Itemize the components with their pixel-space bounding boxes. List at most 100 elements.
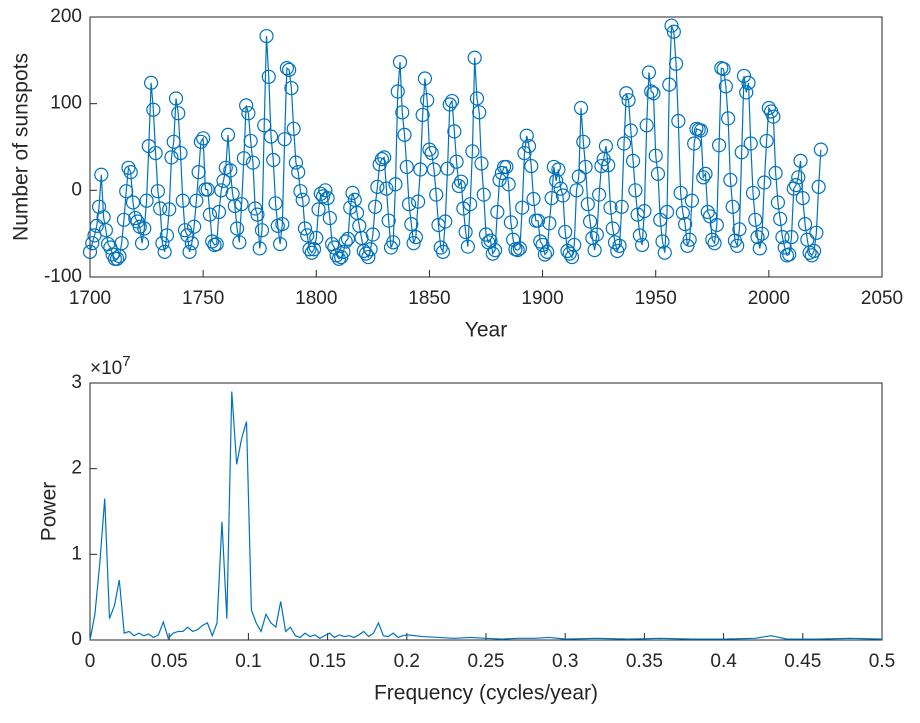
data-marker	[485, 246, 500, 261]
data-marker	[146, 102, 161, 117]
data-marker	[632, 228, 647, 243]
data-marker	[435, 244, 451, 259]
data-marker	[401, 197, 417, 212]
data-marker	[732, 222, 747, 237]
data-marker	[241, 106, 256, 121]
data-marker	[680, 238, 695, 253]
data-marker	[718, 79, 733, 94]
data-marker	[442, 97, 457, 112]
data-marker	[404, 217, 419, 232]
data-marker	[447, 124, 462, 139]
data-marker	[750, 230, 765, 245]
data-marker	[300, 228, 315, 243]
y-tick-label: 100	[50, 93, 82, 114]
data-marker	[313, 186, 328, 201]
data-marker	[736, 68, 752, 84]
data-marker	[707, 236, 722, 251]
data-marker	[444, 93, 460, 109]
data-marker	[748, 212, 763, 227]
data-marker	[392, 54, 408, 70]
data-marker	[128, 210, 143, 226]
data-marker	[331, 251, 347, 266]
data-marker	[578, 159, 593, 175]
data-marker	[813, 142, 829, 157]
data-marker	[487, 243, 503, 258]
data-marker	[408, 230, 423, 245]
data-marker	[297, 221, 313, 236]
data-marker	[524, 158, 539, 174]
data-marker	[250, 207, 265, 222]
data-marker	[171, 106, 186, 121]
data-marker	[678, 217, 693, 232]
data-marker	[605, 221, 620, 236]
y-tick-label: 0	[71, 629, 82, 650]
data-marker	[521, 139, 537, 154]
data-marker	[650, 166, 666, 181]
x-tick-label: 1750	[182, 288, 224, 309]
data-marker	[420, 93, 435, 108]
data-marker	[757, 175, 772, 190]
data-marker	[768, 165, 783, 181]
data-marker	[340, 231, 356, 246]
data-marker	[775, 230, 790, 245]
data-marker	[184, 236, 199, 251]
data-marker	[773, 211, 788, 227]
data-marker	[592, 187, 607, 202]
data-marker	[125, 195, 141, 210]
y-multiplier: ×107	[90, 353, 131, 379]
data-marker	[709, 217, 724, 233]
data-marker	[659, 204, 675, 220]
data-marker	[200, 182, 215, 197]
data-marker	[598, 139, 614, 154]
data-marker	[619, 86, 634, 101]
data-marker	[191, 165, 206, 180]
data-marker	[807, 243, 822, 259]
data-marker	[499, 159, 514, 175]
data-marker	[569, 183, 584, 198]
data-marker	[377, 150, 392, 165]
x-tick-label: 0.25	[468, 651, 505, 672]
data-marker	[612, 238, 627, 253]
data-marker	[614, 199, 629, 214]
x-tick-label: 2000	[748, 288, 790, 309]
data-marker	[705, 232, 720, 247]
data-marker	[687, 136, 702, 151]
data-marker	[232, 235, 247, 250]
data-marker	[279, 61, 294, 76]
data-marker	[157, 244, 172, 259]
data-marker	[148, 145, 163, 161]
data-marker	[168, 91, 184, 106]
data-marker	[567, 237, 582, 253]
data-marker	[460, 239, 475, 254]
data-marker	[85, 236, 100, 251]
data-marker	[582, 214, 598, 229]
data-marker	[782, 247, 797, 262]
data-marker	[503, 215, 518, 230]
data-marker	[395, 105, 410, 120]
data-marker	[94, 167, 109, 182]
data-marker	[137, 221, 152, 236]
data-marker	[777, 240, 792, 255]
data-marker	[576, 134, 591, 149]
data-marker	[390, 84, 405, 99]
x-tick-label: 0	[85, 651, 96, 672]
data-marker	[431, 217, 446, 233]
data-marker	[236, 151, 251, 166]
data-marker	[318, 183, 333, 198]
data-marker	[616, 136, 632, 151]
data-marker	[544, 191, 559, 206]
data-line	[89, 25, 822, 260]
data-marker	[164, 150, 179, 165]
data-marker	[440, 161, 455, 176]
data-marker	[424, 145, 439, 161]
x-tick-label: 0.4	[710, 651, 737, 672]
data-marker	[248, 201, 263, 216]
data-marker	[173, 145, 188, 161]
data-marker	[587, 243, 602, 258]
data-marker	[358, 246, 374, 261]
data-marker	[754, 226, 770, 241]
data-marker	[381, 213, 396, 228]
y-tick-label: 3	[71, 372, 82, 393]
data-marker	[784, 230, 799, 245]
data-marker	[734, 145, 749, 160]
